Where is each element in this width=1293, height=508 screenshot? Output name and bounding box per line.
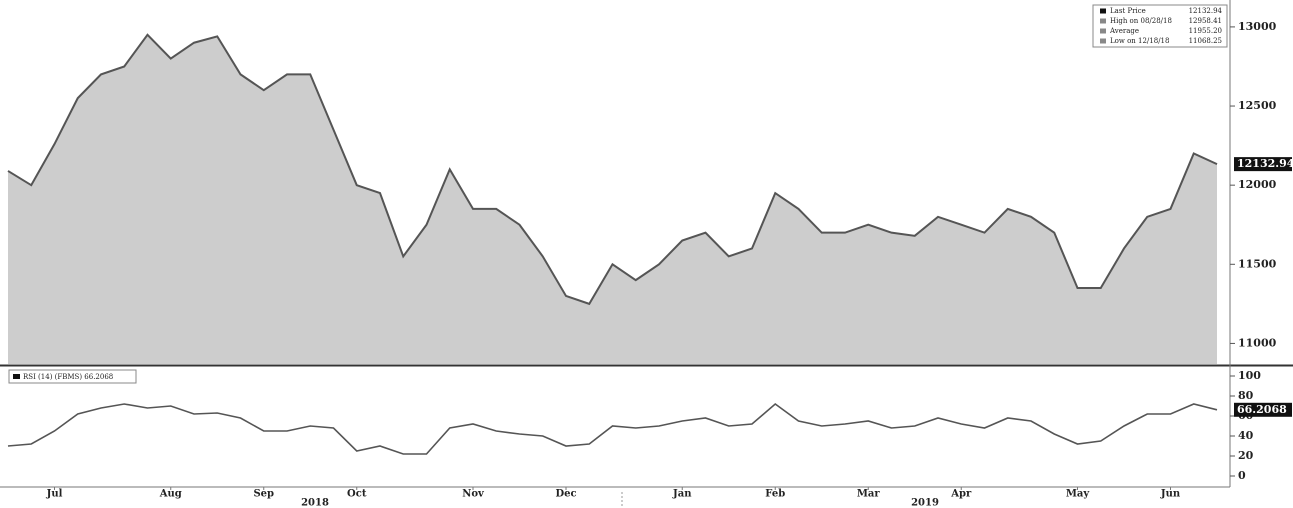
legend-swatch — [1100, 28, 1106, 34]
legend-swatch — [1100, 18, 1106, 24]
rsi-legend-label: RSI (14) (FBMS) 66.2068 — [23, 373, 113, 381]
rsi-legend-box — [8, 369, 137, 384]
y-tick-label: 11000 — [1238, 336, 1277, 349]
x-tick-label: Jun — [1160, 489, 1181, 500]
legend-label: Average — [1109, 27, 1139, 35]
x-tick-label: Nov — [462, 489, 485, 500]
x-tick-label: Dec — [555, 489, 576, 500]
last-value-box — [1234, 157, 1292, 172]
rsi-line — [7, 402, 1218, 455]
legend-value: 11068.25 — [1189, 37, 1222, 45]
y-tick-label: 12500 — [1238, 99, 1277, 112]
price-line — [7, 33, 1218, 306]
legend-swatch — [1100, 8, 1106, 14]
legend-label: Last Price — [1110, 7, 1146, 15]
year-label: 2018 — [301, 498, 329, 508]
y-tick-label: 100 — [1238, 369, 1261, 382]
legend-label: High on 08/28/18 — [1110, 17, 1172, 25]
area — [8, 34, 1217, 365]
x-tick-label: May — [1066, 489, 1091, 500]
x-tick-label: Sep — [253, 489, 274, 500]
x-tick-label: Oct — [347, 489, 367, 500]
x-tick-label: Jul — [46, 489, 63, 500]
legend-swatch — [1100, 38, 1106, 44]
year-label: 2019 — [911, 498, 939, 508]
last-value-label: 12132.94 — [1237, 157, 1293, 170]
last-value-box — [1234, 402, 1292, 417]
y-tick-label: 80 — [1238, 389, 1254, 402]
legend-value: 12132.94 — [1189, 7, 1223, 15]
legend-box — [1092, 4, 1228, 48]
y-tick-label: 20 — [1238, 449, 1254, 462]
y-tick-label: 40 — [1238, 429, 1254, 442]
legend-value: 12958.41 — [1189, 17, 1222, 25]
y-tick-label: 0 — [1238, 469, 1246, 482]
x-tick-label: Apr — [950, 489, 972, 500]
x-tick-label: Aug — [159, 489, 182, 500]
y-tick-label: 12000 — [1238, 178, 1277, 191]
legend: Last Price 12132.94 High on 08/28/18 12958.… — [1092, 4, 1228, 48]
rsi-legend-swatch — [13, 374, 20, 379]
y-tick-label: 11500 — [1238, 257, 1277, 270]
legend-label: Low on 12/18/18 — [1110, 37, 1169, 45]
y-tick-label: 13000 — [1238, 20, 1277, 33]
x-tick-label: Mar — [857, 489, 881, 500]
x-tick-label: Jan — [672, 489, 692, 500]
legend-value: 11955.20 — [1189, 27, 1222, 35]
last-value-label: 66.2068 — [1237, 403, 1287, 416]
x-tick-label: Feb — [765, 489, 785, 500]
